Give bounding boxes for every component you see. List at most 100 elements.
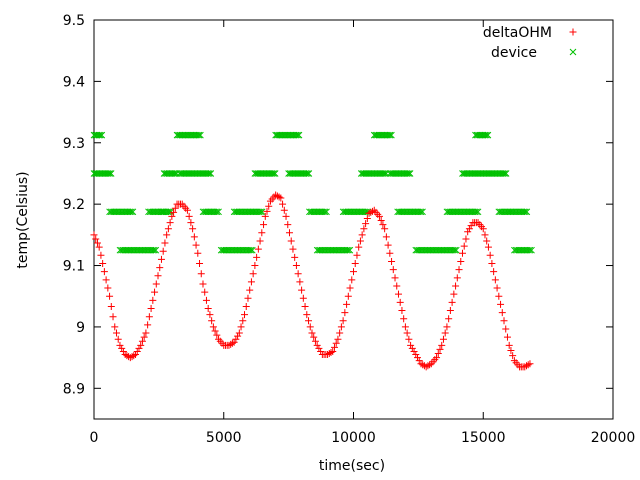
data-point-deltaOHM [119, 347, 127, 355]
data-point-device [170, 170, 177, 177]
data-point-deltaOHM [433, 354, 441, 362]
data-point-deltaOHM [161, 239, 169, 247]
data-point-deltaOHM [382, 233, 390, 241]
data-point-device [525, 246, 532, 254]
data-point-deltaOHM [360, 225, 368, 233]
data-point-device [245, 246, 253, 254]
y-axis-title: temp(Celsius) [15, 171, 31, 268]
data-point-deltaOHM [498, 309, 506, 317]
data-point-deltaOHM [258, 229, 266, 237]
data-point-device [528, 246, 535, 254]
data-point-deltaOHM [355, 243, 363, 251]
data-point-deltaOHM [369, 207, 377, 215]
data-point-deltaOHM [412, 351, 420, 359]
data-point-deltaOHM [242, 302, 250, 310]
data-point-deltaOHM [453, 274, 461, 282]
data-point-device [343, 246, 351, 254]
data-point-deltaOHM [199, 280, 207, 288]
data-point-device [502, 170, 510, 177]
data-point-deltaOHM [460, 242, 468, 250]
data-point-deltaOHM [152, 280, 160, 288]
data-point-deltaOHM [484, 243, 492, 251]
y-tick-label: 8.9 [63, 381, 85, 397]
legend-label-device: device [491, 45, 537, 61]
data-point-deltaOHM [438, 341, 446, 349]
data-point-device [292, 131, 300, 139]
data-point-deltaOHM [311, 337, 319, 345]
data-point-deltaOHM [192, 241, 200, 249]
data-point-device [106, 170, 113, 177]
data-point-device [98, 131, 106, 139]
data-point-deltaOHM [145, 313, 153, 321]
data-point-device [521, 208, 529, 216]
x-tick-label: 10000 [331, 430, 376, 446]
data-point-deltaOHM [505, 341, 513, 349]
data-point-deltaOHM [301, 302, 309, 310]
data-point-device [481, 131, 489, 139]
data-point-device [406, 170, 414, 177]
data-point-deltaOHM [292, 262, 300, 270]
x-tick-label: 20000 [591, 430, 636, 446]
data-point-device [104, 170, 112, 177]
data-point-deltaOHM [194, 249, 202, 257]
data-point-device [107, 170, 115, 177]
data-point-device [205, 170, 213, 177]
data-point-device [451, 246, 459, 254]
legend-mark-deltaOHM [569, 28, 577, 36]
data-point-device [197, 131, 204, 139]
data-point-deltaOHM [254, 245, 262, 253]
data-point-deltaOHM [348, 276, 356, 284]
data-point-device [204, 170, 212, 177]
data-point-deltaOHM [317, 347, 325, 355]
data-point-device [449, 246, 457, 254]
data-point-deltaOHM [142, 329, 150, 337]
data-point-deltaOHM [303, 311, 311, 319]
data-point-deltaOHM [244, 294, 252, 302]
data-point-deltaOHM [133, 347, 141, 355]
data-point-deltaOHM [116, 341, 124, 349]
data-point-device [344, 246, 352, 254]
data-point-deltaOHM [277, 194, 285, 202]
data-point-deltaOHM [118, 344, 126, 352]
data-point-deltaOHM [298, 286, 306, 294]
x-tick-label: 5000 [206, 430, 242, 446]
data-point-deltaOHM [249, 270, 257, 278]
data-point-device [95, 131, 103, 139]
data-point-device [388, 131, 395, 139]
data-point-device [167, 208, 175, 216]
data-point-deltaOHM [386, 249, 394, 257]
data-point-device [526, 246, 534, 254]
data-point-deltaOHM [524, 361, 532, 369]
data-point-deltaOHM [235, 329, 243, 337]
data-point-deltaOHM [213, 331, 221, 339]
data-point-deltaOHM [247, 278, 255, 286]
data-point-device [483, 131, 490, 139]
data-point-deltaOHM [491, 276, 499, 284]
data-point-deltaOHM [263, 207, 271, 215]
data-point-device [207, 170, 215, 177]
data-point-deltaOHM [313, 341, 321, 349]
data-point-deltaOHM [260, 221, 268, 229]
data-point-deltaOHM [230, 338, 238, 346]
data-point-deltaOHM [464, 228, 472, 236]
data-point-device [381, 170, 388, 177]
data-point-device [384, 131, 392, 139]
data-point-deltaOHM [450, 290, 458, 298]
data-point-deltaOHM [337, 323, 345, 331]
data-point-device [258, 208, 266, 216]
data-point-deltaOHM [507, 346, 515, 354]
data-point-deltaOHM [196, 259, 204, 267]
data-point-device [129, 208, 137, 216]
data-point-deltaOHM [377, 217, 385, 225]
data-point-deltaOHM [279, 200, 287, 208]
data-point-deltaOHM [305, 317, 313, 325]
data-point-deltaOHM [228, 339, 236, 347]
data-point-deltaOHM [109, 313, 117, 321]
data-point-deltaOHM [209, 323, 217, 331]
data-point-deltaOHM [393, 282, 401, 290]
data-point-deltaOHM [452, 282, 460, 290]
data-point-deltaOHM [394, 290, 402, 298]
data-point-deltaOHM [479, 225, 487, 233]
data-point-deltaOHM [265, 202, 273, 210]
